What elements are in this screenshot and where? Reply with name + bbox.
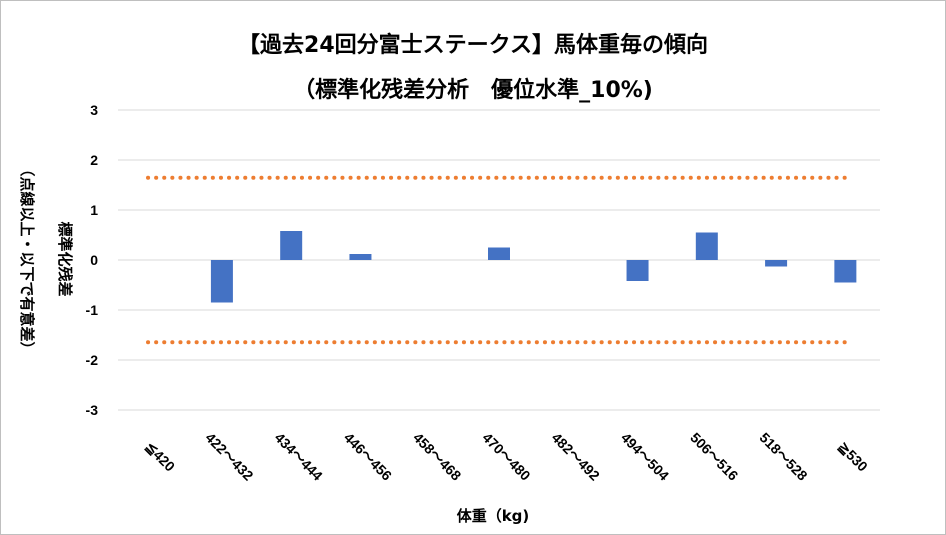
bar <box>280 231 303 260</box>
y-tick-label: -3 <box>86 402 99 418</box>
x-tick-labels: ≦420 422～432 434～444 446～456 458～468 470～480 4… <box>142 429 871 483</box>
y-tick-labels: 3 2 1 0 -1 -2 -3 <box>86 102 99 418</box>
y-tick-label: -2 <box>86 352 99 368</box>
chart-subtitle: （標準化残差分析 優位水準_10%) <box>293 77 653 103</box>
x-axis-label: 体重（kg) <box>457 507 530 525</box>
bar <box>695 232 718 260</box>
x-tick-label: 506～516 <box>687 429 741 483</box>
bar <box>626 260 649 281</box>
x-tick-label: 434～444 <box>272 429 326 483</box>
bars <box>210 231 857 303</box>
bar <box>834 260 857 283</box>
chart-title: 【過去24回分富士ステークス】馬体重毎の傾向 <box>238 32 708 58</box>
y-tick-label: -1 <box>86 302 99 318</box>
bar <box>210 260 233 303</box>
x-tick-label: 470～480 <box>479 429 533 483</box>
y-axis-note: （点線以上・以下で有意差） <box>18 161 36 356</box>
bar <box>765 260 788 267</box>
x-tick-label: ≧530 <box>835 438 871 474</box>
y-tick-label: 3 <box>90 102 98 118</box>
y-tick-label: 1 <box>90 202 98 218</box>
significance-lines <box>146 175 847 345</box>
bar <box>349 254 372 260</box>
x-tick-label: ≦420 <box>142 438 178 474</box>
y-tick-label: 2 <box>90 152 98 168</box>
x-tick-label: 518～528 <box>757 429 811 483</box>
x-tick-label: 494～504 <box>618 429 672 483</box>
x-tick-label: 446～456 <box>341 429 395 483</box>
x-tick-label: 422～432 <box>202 429 256 483</box>
y-tick-label: 0 <box>90 252 98 268</box>
gridlines <box>118 109 880 411</box>
y-axis-label: 標準化残差 <box>56 221 74 296</box>
x-tick-label: 458～468 <box>410 429 464 483</box>
bar <box>488 247 510 260</box>
x-tick-label: 482～492 <box>549 429 603 483</box>
